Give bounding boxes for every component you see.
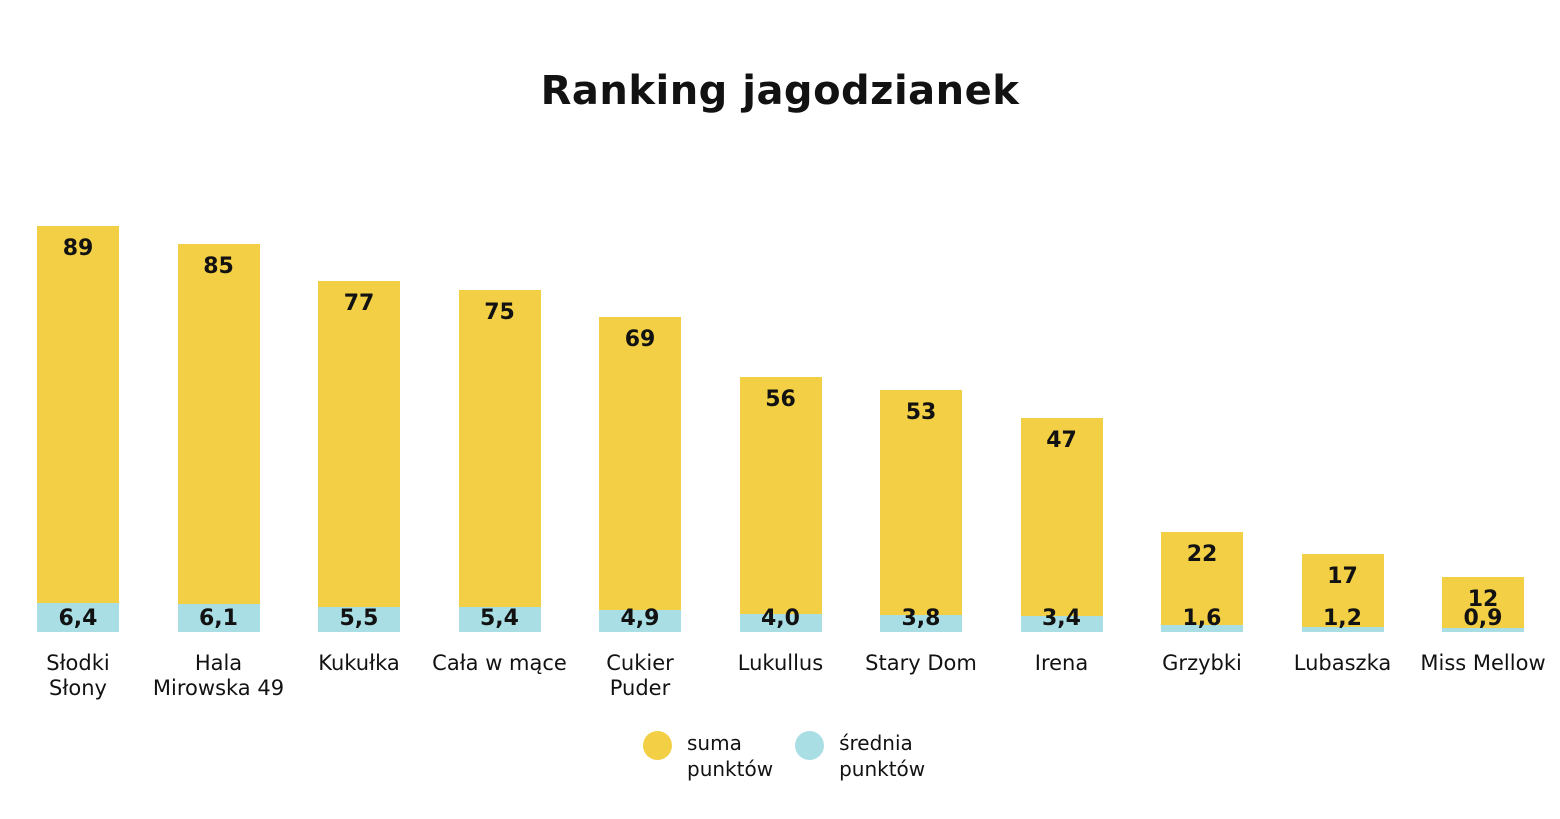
bar-sum-value: 69 [624,327,656,353]
bar: 89 6,4 [37,226,119,632]
category-label-line: Lubaszka [1293,651,1392,675]
bar-avg-value: 3,8 [901,605,941,631]
category-label: Cała w mące [415,651,585,676]
category-label: Hala Mirowska 49 [134,651,304,701]
bar-avg-value: 1,2 [1323,605,1362,631]
category-label-line: Słony [49,676,107,700]
category-label: Kukułka [274,651,444,676]
bar: 12 0,9 [1442,577,1524,632]
legend-srednia-line2: punktów [839,757,926,781]
bar-avg-value: 1,6 [1182,605,1222,631]
category-label: Cukier Puder [555,651,725,701]
bar-sum-value: 77 [343,290,375,316]
category-label-line: Miss Mellow [1420,651,1546,675]
category-label-line: Kukułka [318,651,400,675]
suma-swatch-icon [643,731,672,760]
bar-avg-value: 4,0 [761,605,800,631]
average-strip [458,607,541,632]
bar: 53 3,8 [880,390,962,632]
category-label-line: Mirowska 49 [152,676,285,700]
bar-sum-value: 12 [1467,587,1499,613]
bar-sum-value: 56 [765,386,796,412]
category-label-line: Cała w mące [432,651,567,675]
srednia-swatch-icon [795,731,825,760]
average-strip [177,604,260,632]
average-strip [318,606,400,632]
bar: 75 5,4 [458,289,541,632]
category-label: Stary Dom [836,651,1006,676]
bar: 77 5,5 [318,280,400,632]
bar-sum-value: 22 [1186,541,1218,567]
category-label-line: Hala [194,651,243,675]
category-label: Lubaszka [1258,651,1428,676]
category-label-line: Stary Dom [865,651,977,675]
category-label: Grzybki [1117,651,1287,676]
legend-srednia-line1: średnia [839,731,913,755]
category-label: Irena [977,651,1147,676]
bar-sum-value: 53 [905,400,937,426]
bar: 85 6,1 [177,244,260,632]
legend: suma punktów średnia punktów [643,731,925,782]
category-label-line: Słodki [46,651,110,675]
bar-avg-value: 5,5 [339,605,379,631]
legend-suma-line2: punktów [687,757,774,781]
bar: 22 1,6 [1161,531,1243,632]
average-strip [599,609,681,632]
bar-avg-value: 5,4 [480,605,519,631]
average-strip [880,614,962,632]
category-label-line: Grzybki [1162,651,1242,675]
average-strip [37,602,119,632]
bar-avg-value: 6,4 [58,606,98,631]
average-strip [1442,627,1524,632]
legend-item-srednia: średnia punktów [795,731,925,782]
bar: 47 3,4 [1020,417,1103,632]
average-strip [1020,616,1103,632]
category-label-line: Lukullus [737,651,824,675]
bar-avg-value: 4,9 [620,605,660,631]
category-label-line: Cukier [606,651,674,675]
bar: 56 4,0 [739,376,822,632]
average-strip [1161,624,1243,632]
average-strip [739,613,822,632]
bar-sum-value: 75 [484,299,515,325]
category-label: Słodki Słony [0,651,163,701]
legend-item-suma: suma punktów [643,731,773,782]
bar-sum-value: 47 [1046,427,1077,453]
category-label: Lukullus [696,651,866,676]
legend-label-suma: suma punktów [687,730,773,782]
category-label-line: Irena [1034,651,1089,675]
category-label: Miss Mellow [1398,651,1560,676]
legend-suma-line1: suma [687,731,742,755]
chart-title: Ranking jagodzianek [540,68,1020,114]
category-label-line: Puder [609,676,671,700]
average-strip [1301,626,1384,632]
bar-avg-value: 3,4 [1042,605,1081,631]
bar: 17 1,2 [1301,554,1384,632]
bar: 69 4,9 [599,317,681,632]
bar-sum-value: 89 [62,236,94,261]
bar-avg-value: 0,9 [1463,605,1503,631]
bar-avg-value: 6,1 [199,605,238,631]
bar-sum-value: 17 [1327,564,1358,590]
bar-sum-value: 85 [203,254,234,280]
legend-label-srednia: średnia punktów [839,730,925,782]
